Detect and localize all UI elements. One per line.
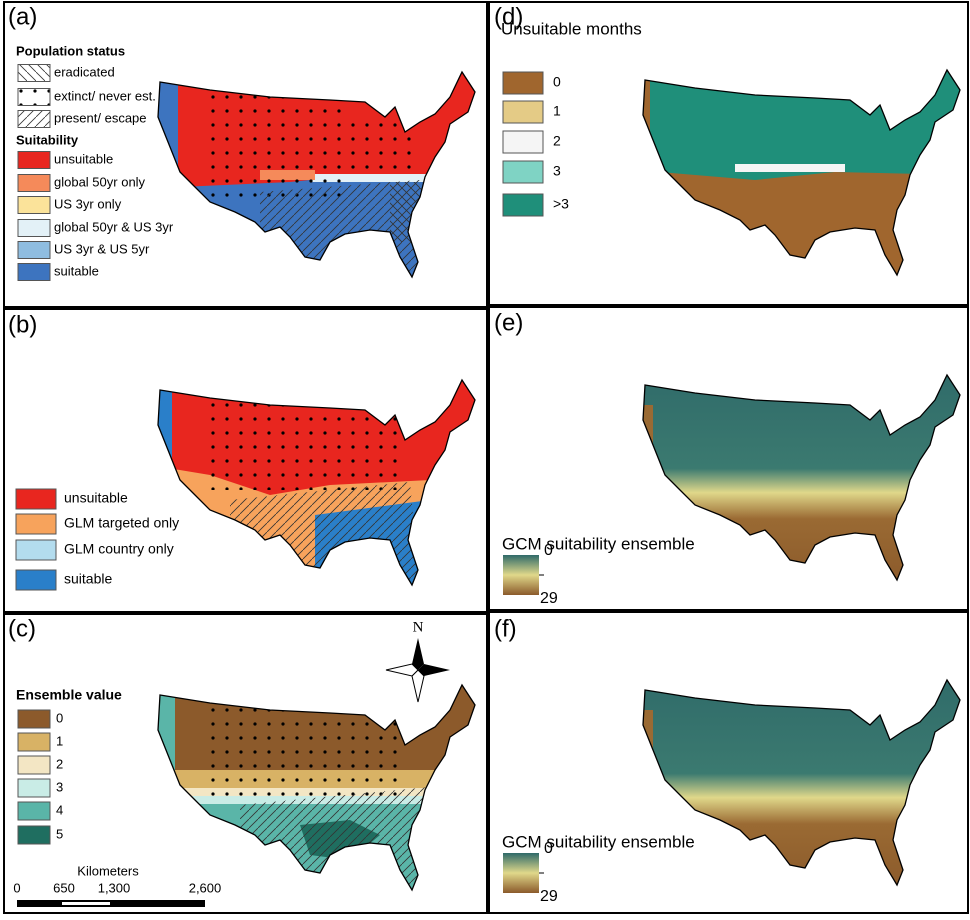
legend-title: Unsuitable months: [501, 19, 642, 38]
legend-title: Suitability: [16, 132, 79, 147]
legend-swatch: [502, 160, 544, 184]
legend-swatch: [17, 263, 51, 281]
north-arrow: N: [385, 619, 450, 703]
legend-max: 29: [540, 888, 558, 905]
legend-label: GLM targeted only: [64, 515, 179, 531]
scale-bar: Kilometers: [17, 863, 205, 907]
scale-tick-label: 2,600: [189, 880, 222, 895]
scale-tick-label: 0: [13, 880, 20, 895]
legend-label: GLM country only: [64, 541, 174, 557]
panel-label: (a): [8, 3, 37, 30]
legend-label: 1: [553, 103, 561, 119]
map-f: [642, 679, 961, 886]
legend-swatch: [15, 513, 57, 535]
legend-label: 4: [56, 802, 63, 817]
legend-title: GCM suitability ensemble: [502, 832, 695, 851]
map-c: [157, 684, 476, 891]
panel-label: (b): [8, 311, 37, 338]
panel-label: (e): [494, 309, 523, 336]
panel-label: (c): [8, 615, 36, 642]
map-b: [157, 379, 476, 586]
legend-swatch: [17, 196, 51, 214]
panel-label: (d): [494, 3, 523, 30]
legend-label: unsuitable: [64, 490, 128, 506]
legend-label: unsuitable: [54, 151, 113, 166]
legend-min: 0: [544, 840, 553, 857]
legend-label: 3: [56, 779, 63, 794]
scale-tick-label: 1,300: [98, 880, 131, 895]
scale-tick-label: 650: [53, 880, 75, 895]
legend-swatch: [15, 569, 57, 591]
legend-swatch: [17, 64, 51, 82]
legend-swatch: [17, 732, 51, 752]
map-d: [642, 69, 961, 276]
legend-swatch: [17, 778, 51, 798]
legend-label: 0: [56, 710, 63, 725]
legend-label: 3: [553, 163, 561, 179]
legend-swatch: [17, 219, 51, 237]
panel-label: (f): [494, 615, 517, 642]
legend-swatch: [502, 71, 544, 95]
legend-label: 1: [56, 733, 63, 748]
gradient-bar: [503, 555, 539, 595]
legend-label: suitable: [54, 263, 99, 278]
legend-label: extinct/ never est.: [54, 88, 156, 103]
legend-label: eradicated: [54, 64, 115, 79]
legend-swatch: [17, 825, 51, 845]
legend-max: 29: [540, 590, 558, 607]
legend-label: global 50yr & US 3yr: [54, 219, 174, 234]
legend-label: 0: [553, 74, 561, 90]
legend-swatch: [502, 130, 544, 154]
legend-swatch: [15, 488, 57, 510]
legend-swatch: [17, 174, 51, 192]
legend-swatch: [17, 110, 51, 128]
legend-title: Ensemble value: [16, 687, 122, 703]
legend-swatch: [17, 709, 51, 729]
legend-label: 2: [56, 756, 63, 771]
map-a: [157, 71, 476, 278]
legend-label: global 50yr only: [54, 174, 146, 189]
gradient-bar: [503, 853, 539, 893]
legend-swatch: [17, 801, 51, 821]
legend-swatch: [15, 539, 57, 561]
north-label: N: [413, 619, 424, 635]
legend-label: US 3yr only: [54, 196, 122, 211]
panel-frames: [3, 1, 969, 914]
legend-label: 5: [56, 826, 63, 841]
legend-swatch: [502, 193, 544, 217]
legend-swatch: [17, 241, 51, 259]
legend-label: suitable: [64, 571, 112, 587]
legend-swatch: [17, 151, 51, 169]
legend-swatch: [17, 88, 51, 106]
legend-title: GCM suitability ensemble: [502, 534, 695, 553]
legend-swatch: [502, 100, 544, 124]
legend-label: present/ escape: [54, 110, 147, 125]
legend-min: 0: [544, 542, 553, 559]
legend-label: 2: [553, 133, 561, 149]
legend-swatch: [17, 755, 51, 775]
scale-title: Kilometers: [77, 863, 139, 878]
legend-label: US 3yr & US 5yr: [54, 241, 150, 256]
legend-title: Population status: [16, 43, 125, 58]
legend-label: >3: [553, 196, 569, 212]
